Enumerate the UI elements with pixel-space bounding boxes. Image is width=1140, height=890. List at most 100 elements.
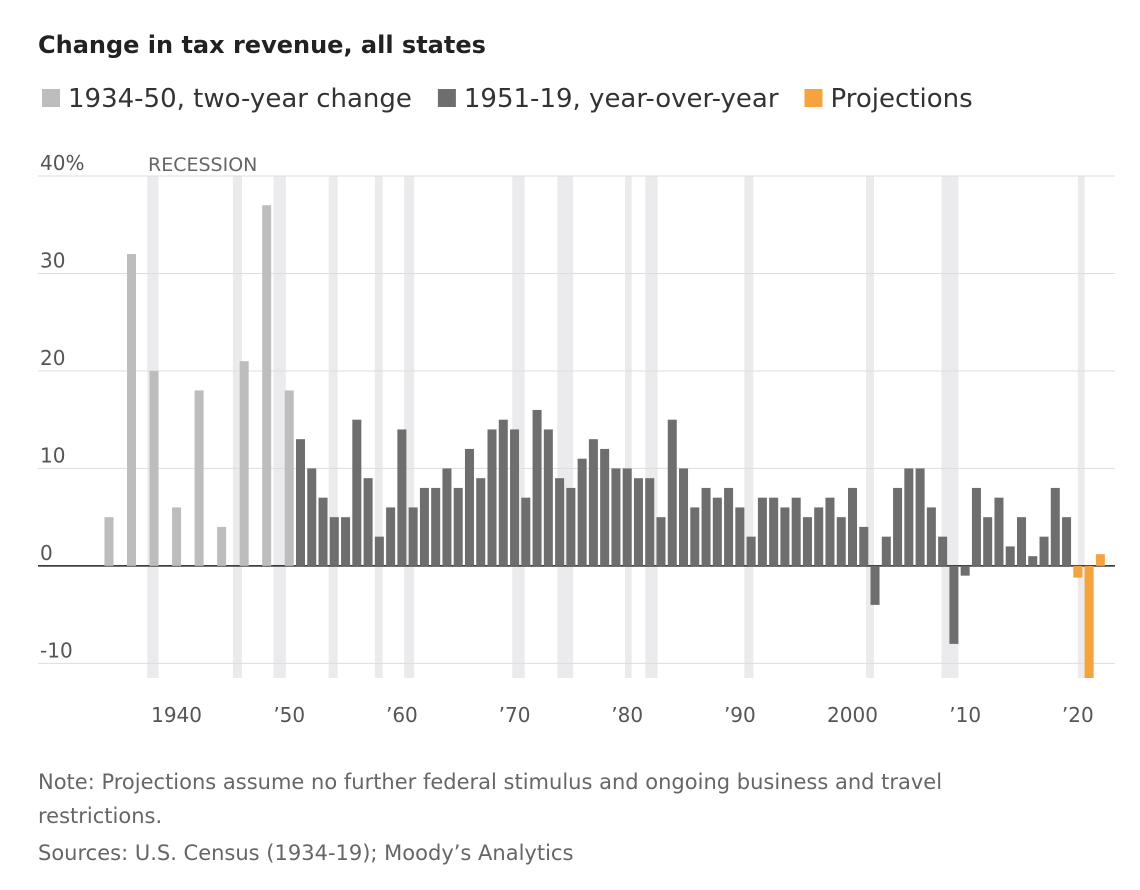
note: Note: Projections assume no further fede… bbox=[38, 770, 942, 828]
bar bbox=[791, 497, 801, 566]
y-tick-label: 20 bbox=[40, 346, 65, 370]
recession-band bbox=[624, 176, 632, 678]
y-tick-label: 30 bbox=[40, 248, 65, 272]
y-tick-label: 40% bbox=[40, 151, 84, 175]
bar bbox=[442, 468, 452, 566]
bar bbox=[1016, 517, 1027, 566]
bar bbox=[487, 429, 497, 566]
bar bbox=[1073, 565, 1083, 578]
bar bbox=[1028, 556, 1038, 566]
bar bbox=[194, 390, 204, 566]
chart-title: Change in tax revenue, all states bbox=[38, 31, 486, 59]
bar bbox=[780, 507, 790, 566]
x-tick-label: ’90 bbox=[724, 703, 756, 727]
recession-band bbox=[1077, 176, 1085, 678]
bar bbox=[510, 429, 520, 566]
bar bbox=[735, 507, 745, 566]
bar bbox=[588, 439, 598, 566]
recession-band bbox=[645, 176, 658, 678]
bar bbox=[825, 497, 835, 566]
bar bbox=[622, 468, 632, 566]
bar bbox=[600, 448, 610, 566]
bar bbox=[149, 370, 159, 566]
recession-band bbox=[404, 176, 415, 678]
x-tick-label: ’10 bbox=[949, 703, 981, 727]
recession-band bbox=[866, 176, 874, 678]
legend-swatch bbox=[42, 89, 60, 107]
bar bbox=[172, 507, 182, 566]
bar bbox=[724, 487, 734, 566]
legend-label: Projections bbox=[831, 84, 973, 114]
bars bbox=[104, 205, 1105, 678]
bar bbox=[543, 429, 553, 566]
y-tick-label: -10 bbox=[40, 638, 73, 662]
x-tick-label: 1940 bbox=[151, 703, 202, 727]
bar bbox=[104, 517, 114, 566]
bar bbox=[262, 205, 272, 566]
bar bbox=[611, 468, 621, 566]
bar bbox=[239, 361, 249, 566]
bar bbox=[521, 497, 531, 566]
bar bbox=[802, 517, 812, 566]
bar bbox=[1039, 536, 1049, 566]
bar bbox=[904, 468, 914, 566]
bar bbox=[1050, 487, 1060, 566]
bar bbox=[679, 468, 689, 566]
legend-label: 1934-50, two-year change bbox=[68, 84, 412, 114]
bar bbox=[656, 517, 666, 566]
bar bbox=[566, 487, 576, 566]
bar bbox=[532, 409, 542, 566]
bar bbox=[881, 536, 891, 566]
bar bbox=[645, 478, 655, 566]
bar bbox=[983, 517, 993, 566]
legend-label: 1951-19, year-over-year bbox=[464, 84, 779, 114]
bar bbox=[329, 517, 339, 566]
recession-band bbox=[512, 176, 525, 678]
bar bbox=[408, 507, 418, 566]
bar bbox=[352, 419, 362, 566]
bar bbox=[893, 487, 903, 566]
legend-swatch bbox=[437, 89, 456, 107]
bar bbox=[949, 565, 959, 644]
bar bbox=[746, 536, 756, 566]
bar bbox=[386, 507, 396, 566]
recession-band bbox=[273, 176, 286, 678]
bar bbox=[938, 536, 948, 566]
bar bbox=[712, 497, 722, 566]
recession-band bbox=[232, 176, 242, 678]
legend-swatch bbox=[804, 89, 823, 107]
bar bbox=[915, 468, 925, 566]
bar bbox=[476, 478, 486, 566]
bar bbox=[870, 565, 880, 605]
bar bbox=[397, 429, 407, 566]
bar bbox=[926, 507, 936, 566]
bar bbox=[555, 478, 565, 566]
x-tick-label: ’50 bbox=[273, 703, 305, 727]
bar bbox=[769, 497, 779, 566]
bar bbox=[971, 487, 981, 566]
x-tick-label: ’80 bbox=[611, 703, 643, 727]
x-tick-label: ’20 bbox=[1062, 703, 1094, 727]
recession-label: RECESSION bbox=[148, 154, 257, 176]
bar bbox=[498, 419, 508, 566]
bar bbox=[284, 390, 294, 566]
x-tick-label: ’60 bbox=[386, 703, 418, 727]
bar bbox=[859, 526, 869, 566]
bar bbox=[848, 487, 858, 566]
bar bbox=[217, 526, 227, 566]
y-tick-label: 0 bbox=[40, 541, 53, 565]
bar bbox=[307, 468, 317, 566]
bar bbox=[464, 448, 474, 566]
bar bbox=[1062, 517, 1072, 566]
bar bbox=[701, 487, 711, 566]
bar bbox=[431, 487, 441, 566]
bar bbox=[363, 478, 373, 566]
sources: Sources: U.S. Census (1934-19); Moody’s … bbox=[38, 841, 573, 865]
bar bbox=[126, 253, 137, 566]
bar bbox=[994, 497, 1004, 566]
bar bbox=[757, 497, 767, 566]
bar bbox=[295, 439, 305, 566]
bar bbox=[836, 517, 846, 566]
bar bbox=[318, 497, 328, 566]
